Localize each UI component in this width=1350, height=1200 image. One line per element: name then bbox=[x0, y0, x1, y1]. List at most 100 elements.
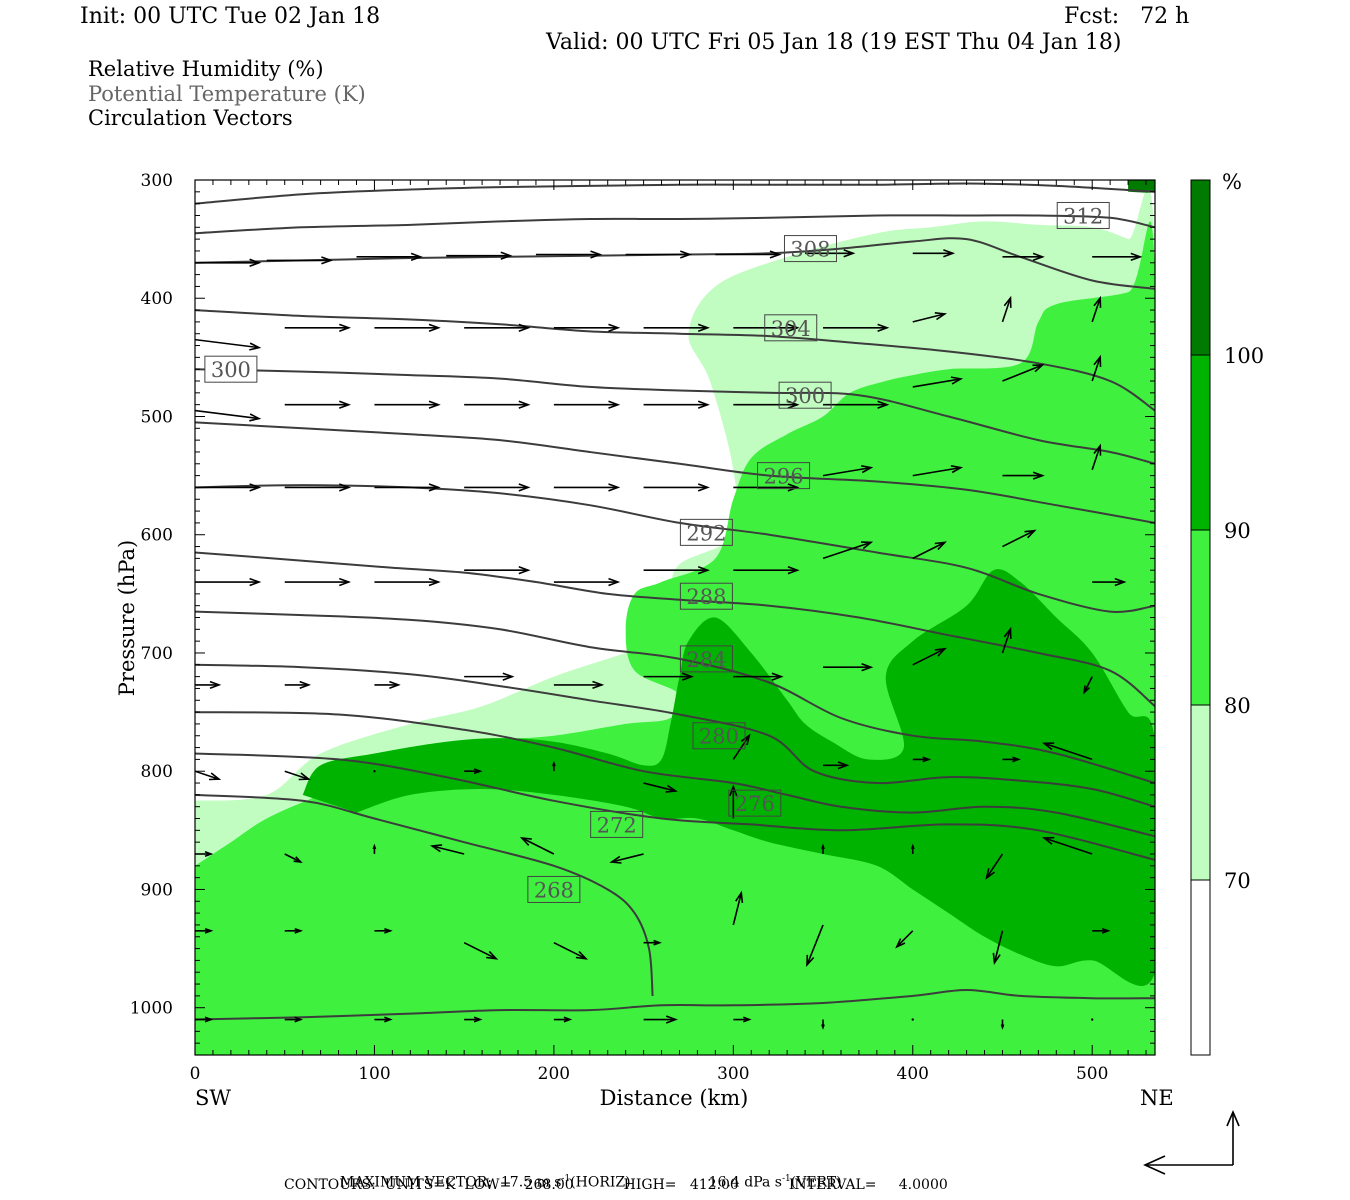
circulation-vector bbox=[643, 566, 710, 575]
circulation-vector bbox=[1092, 577, 1127, 587]
isentrope-label-288: 288 bbox=[679, 582, 733, 610]
y-tick-label: 900 bbox=[141, 880, 173, 900]
svg-text:284: 284 bbox=[686, 648, 726, 672]
circulation-vector bbox=[284, 400, 352, 409]
circulation-vector bbox=[374, 927, 393, 934]
circulation-vector bbox=[992, 930, 1004, 966]
circulation-vector bbox=[733, 400, 800, 409]
circulation-vector bbox=[822, 541, 874, 560]
colorbar-label: 70 bbox=[1224, 869, 1251, 893]
circulation-vector bbox=[1002, 252, 1045, 262]
isentrope-label-312: 312 bbox=[1056, 201, 1110, 229]
isentrope-label-268: 268 bbox=[527, 875, 581, 903]
circulation-vector bbox=[464, 672, 515, 681]
isentrope-label-272: 272 bbox=[590, 810, 644, 838]
colorbar-label: 80 bbox=[1224, 694, 1251, 718]
circulation-vector bbox=[284, 323, 352, 332]
y-axis-label: Pressure (hPa) bbox=[115, 540, 139, 696]
circulation-vector bbox=[195, 680, 222, 689]
circulation-vector bbox=[806, 924, 824, 968]
circulation-vector bbox=[464, 400, 531, 409]
circulation-vector bbox=[732, 733, 751, 760]
x-tick-label: 300 bbox=[717, 1064, 749, 1084]
isentrope-268 bbox=[195, 793, 654, 996]
circulation-vector bbox=[553, 941, 589, 960]
circulation-vector bbox=[464, 1016, 483, 1023]
circulation-vector bbox=[446, 251, 513, 260]
circulation-vector bbox=[1002, 529, 1037, 548]
circulation-vector bbox=[733, 566, 800, 575]
circulation-vector bbox=[356, 252, 423, 262]
isentrope-300 bbox=[195, 368, 1155, 465]
colorbar-label: 90 bbox=[1224, 519, 1251, 543]
vert-tag: (VERT) bbox=[790, 1174, 842, 1191]
isentrope-label-284: 284 bbox=[679, 645, 733, 673]
circulation-vector bbox=[429, 844, 465, 855]
contours-line: CONTOURS: UNITS=K LOW= 268.00 HIGH= 412.0… bbox=[284, 1177, 948, 1193]
y-tick-label: 700 bbox=[141, 644, 173, 664]
legend-rh: Relative Humidity (%) bbox=[88, 57, 324, 81]
isentrope-304 bbox=[195, 309, 1155, 412]
colorbar-segment bbox=[1191, 880, 1210, 1055]
circulation-vector bbox=[553, 400, 621, 409]
circulation-vector bbox=[1041, 836, 1093, 855]
circulation-vector bbox=[1041, 742, 1093, 761]
circulation-vector bbox=[553, 680, 605, 690]
ne-label: NE bbox=[1140, 1086, 1174, 1110]
circulation-vector bbox=[553, 577, 621, 587]
svg-text:268: 268 bbox=[534, 878, 574, 902]
contours-high: HIGH= 412.00 bbox=[623, 1177, 739, 1193]
circulation-vector bbox=[284, 770, 311, 781]
circulation-vector bbox=[1090, 1018, 1094, 1021]
circulation-vector bbox=[1002, 756, 1021, 763]
circulation-vector bbox=[195, 338, 262, 351]
colorbar-segment bbox=[1191, 530, 1210, 705]
svg-text:292: 292 bbox=[686, 521, 726, 545]
circulation-vector bbox=[374, 323, 441, 332]
svg-text:276: 276 bbox=[735, 792, 775, 816]
circulation-vector bbox=[911, 1018, 914, 1021]
circulation-vector bbox=[195, 409, 262, 422]
isentrope-292 bbox=[195, 484, 1155, 613]
rh-fill-layer bbox=[195, 180, 1155, 1055]
circulation-vector bbox=[643, 483, 710, 492]
colorbar-unit: % bbox=[1222, 170, 1242, 194]
y-tick-label: 300 bbox=[141, 171, 173, 191]
svg-text:288: 288 bbox=[686, 585, 726, 609]
unit-superscript: -1 bbox=[561, 1174, 571, 1184]
isentrope-label-layer: 268 272 276 280 284 288 292 296 300 304 308 312 300 bbox=[204, 201, 1110, 903]
contours-info: CONTOURS: UNITS=K LOW= 268.00 bbox=[284, 1177, 574, 1193]
colorbar-segment bbox=[1191, 180, 1210, 355]
circulation-vector bbox=[373, 770, 376, 773]
circulation-vector bbox=[609, 853, 644, 864]
x-tick-label: 400 bbox=[897, 1064, 929, 1084]
isentrope-416 bbox=[195, 988, 1155, 1021]
sw-label: SW bbox=[195, 1086, 231, 1110]
circulation-vector bbox=[1002, 364, 1045, 382]
y-tick-label: 1000 bbox=[130, 999, 173, 1019]
isentrope-label-296: 296 bbox=[757, 462, 811, 490]
isentrope-288 bbox=[195, 551, 1155, 707]
svg-text:280: 280 bbox=[699, 725, 739, 749]
legend-theta: Potential Temperature (K) bbox=[88, 82, 366, 106]
circulation-vector bbox=[733, 1016, 752, 1023]
isentrope-312 bbox=[195, 214, 1155, 235]
circulation-vector bbox=[284, 483, 352, 492]
reference-vector bbox=[1143, 1109, 1240, 1175]
circulation-vector bbox=[985, 853, 1004, 880]
isentrope-label-292: 292 bbox=[679, 518, 733, 546]
circulation-vector bbox=[729, 784, 738, 819]
svg-text:304: 304 bbox=[771, 317, 811, 341]
circulation-vector bbox=[733, 483, 800, 492]
circulation-vector bbox=[195, 258, 262, 267]
circulation-vector bbox=[643, 672, 694, 681]
circulation-vector bbox=[372, 843, 377, 854]
circulation-vector bbox=[195, 770, 222, 781]
max-vector-vert: 16.4 dPa s bbox=[708, 1174, 782, 1191]
svg-text:300: 300 bbox=[785, 384, 825, 408]
isentrope-label-300: 300 bbox=[778, 381, 832, 409]
circulation-vector bbox=[553, 1016, 573, 1023]
circulation-vector bbox=[910, 843, 915, 854]
x-tick-label: 0 bbox=[190, 1064, 201, 1084]
